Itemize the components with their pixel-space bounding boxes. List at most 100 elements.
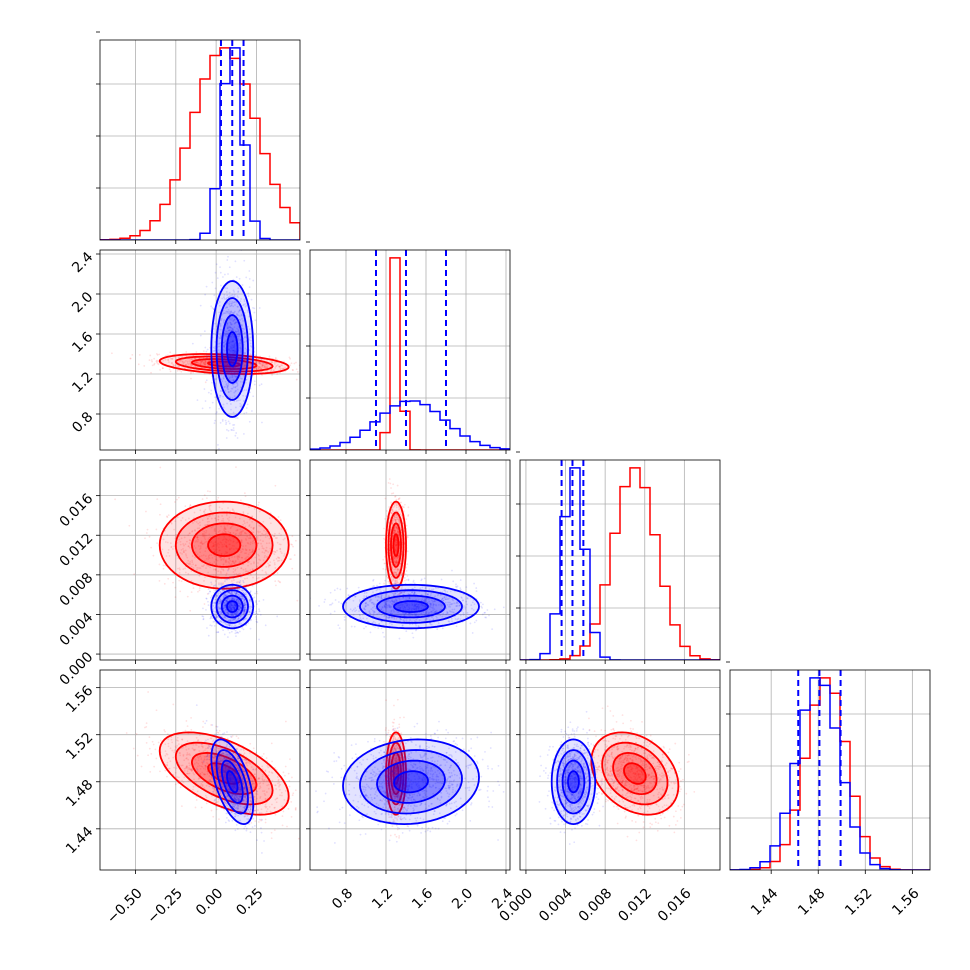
scatter-point	[279, 519, 282, 522]
scatter-point	[180, 580, 183, 583]
scatter-point	[252, 527, 255, 530]
scatter-point	[263, 551, 266, 554]
scatter-point	[229, 305, 231, 308]
scatter-point	[192, 371, 195, 374]
scatter-point	[242, 511, 245, 513]
scatter-point	[436, 628, 439, 631]
scatter-point	[234, 357, 236, 360]
scatter-point	[237, 631, 240, 634]
scatter-point	[223, 293, 226, 296]
scatter-point	[252, 306, 254, 309]
scatter-point	[228, 326, 231, 329]
scatter-point	[185, 355, 188, 357]
scatter-point	[223, 346, 226, 348]
scatter-point	[213, 584, 215, 587]
scatter-point	[234, 322, 236, 325]
scatter-point	[388, 506, 391, 508]
scatter-point	[232, 509, 234, 512]
scatter-point	[191, 364, 194, 367]
scatter-point	[245, 549, 247, 552]
scatter-point	[290, 362, 293, 365]
scatter-point	[258, 548, 261, 551]
scatter-point	[465, 586, 468, 588]
scatter-point	[231, 387, 234, 390]
scatter-point	[405, 518, 408, 521]
scatter-point	[194, 564, 197, 567]
scatter-point	[217, 537, 220, 540]
scatter-point	[226, 294, 229, 297]
scatter-point	[230, 357, 233, 360]
scatter-point	[230, 428, 233, 431]
scatter-point	[226, 306, 228, 309]
scatter-point	[248, 524, 251, 526]
scatter-point	[231, 383, 234, 386]
scatter-point	[235, 635, 237, 638]
scatter-point	[232, 340, 234, 343]
scatter-point	[265, 555, 268, 558]
scatter-point	[269, 547, 272, 550]
scatter-point	[239, 360, 242, 363]
scatter-point	[167, 577, 170, 580]
scatter-point	[229, 322, 232, 324]
scatter-point	[231, 302, 234, 305]
scatter-point	[268, 564, 271, 567]
scatter-point	[264, 624, 267, 627]
scatter-point	[189, 563, 192, 566]
scatter-point	[244, 363, 247, 366]
scatter-point	[239, 561, 242, 563]
scatter-point	[220, 553, 223, 555]
scatter-point	[256, 582, 258, 585]
scatter-point	[380, 627, 383, 630]
scatter-point	[263, 529, 265, 532]
scatter-point	[225, 310, 227, 313]
scatter-point	[241, 589, 244, 592]
scatter-point	[219, 284, 222, 287]
scatter-point	[258, 361, 260, 364]
scatter-point	[254, 319, 257, 322]
scatter-point	[238, 342, 241, 344]
scatter-point	[225, 362, 228, 365]
scatter-point	[384, 518, 386, 520]
scatter-point	[252, 527, 255, 530]
scatter-point	[230, 525, 233, 528]
scatter-point	[236, 367, 239, 370]
scatter-point	[254, 612, 257, 615]
scatter-point	[225, 437, 228, 439]
scatter-point	[330, 566, 332, 568]
scatter-point	[249, 391, 251, 394]
scatter-point	[220, 389, 222, 392]
scatter-point	[226, 517, 229, 520]
scatter-point	[230, 349, 233, 352]
scatter-point	[300, 522, 302, 524]
scatter-point	[227, 371, 230, 374]
scatter-point	[244, 347, 247, 350]
scatter-point	[232, 357, 235, 360]
scatter-point	[227, 455, 229, 457]
scatter-point	[277, 580, 280, 582]
scatter-point	[195, 361, 198, 364]
density-fill	[211, 281, 254, 417]
scatter-point	[203, 580, 205, 582]
histogram-series-0	[310, 257, 510, 450]
scatter-point	[383, 582, 386, 585]
scatter-point	[228, 548, 231, 551]
scatter-point	[207, 588, 210, 591]
scatter-point	[181, 552, 183, 555]
scatter-point	[226, 366, 228, 369]
scatter-point	[394, 495, 396, 498]
scatter-point	[230, 329, 233, 332]
scatter-point	[237, 367, 240, 370]
scatter-point	[229, 539, 232, 542]
scatter-point	[218, 447, 220, 450]
scatter-point	[392, 492, 395, 495]
scatter-point	[222, 568, 225, 571]
scatter-point	[221, 515, 224, 517]
scatter-point	[228, 329, 231, 331]
scatter-point	[217, 444, 219, 446]
scatter-point	[148, 535, 151, 538]
scatter-point	[189, 504, 192, 506]
scatter-point	[235, 542, 238, 544]
scatter-point	[261, 551, 264, 554]
scatter-point	[189, 362, 192, 365]
